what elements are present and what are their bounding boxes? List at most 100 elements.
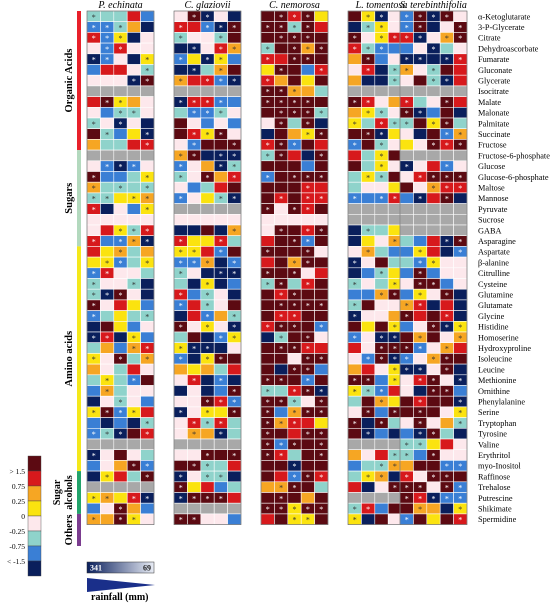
heatmap-cell	[274, 256, 289, 269]
metabolite-label: Glutamine	[478, 291, 513, 300]
heatmap-cell	[387, 85, 402, 97]
heatmap-cell	[113, 320, 128, 333]
heatmap-cell	[399, 235, 414, 247]
significance-star: *	[432, 173, 436, 182]
significance-star: *	[393, 355, 397, 364]
heatmap-cell	[86, 374, 101, 386]
heatmap-cell	[126, 267, 141, 279]
significance-star: *	[119, 109, 123, 118]
significance-star: *	[418, 409, 422, 418]
heatmap-cell	[439, 85, 454, 97]
heatmap-cell	[387, 139, 402, 151]
heatmap-cell	[213, 288, 228, 301]
heatmap-cell	[213, 10, 228, 22]
significance-star: *	[293, 291, 297, 300]
heatmap-cell	[200, 427, 215, 440]
heatmap-cell	[426, 267, 441, 279]
legend-label: -0.75	[9, 542, 25, 551]
heatmap-cell	[314, 203, 329, 215]
heatmap-cell	[187, 502, 202, 515]
significance-star: *	[145, 195, 149, 204]
heatmap-cell	[140, 374, 155, 386]
significance-star: *	[206, 259, 210, 268]
legend-label: 0.25	[12, 497, 25, 506]
significance-star: *	[432, 323, 436, 332]
significance-star: *	[206, 451, 210, 460]
significance-star: *	[458, 130, 462, 139]
heatmap-cell	[413, 128, 428, 140]
significance-star: *	[132, 109, 136, 118]
significance-star: *	[132, 237, 136, 246]
significance-star: *	[380, 152, 384, 161]
significance-star: *	[92, 312, 96, 321]
heatmap-cell	[173, 427, 188, 440]
metabolite-label: Phenylalanine	[478, 398, 525, 407]
heatmap-cell	[213, 214, 228, 226]
heatmap-cell	[100, 74, 115, 87]
heatmap-cell	[374, 502, 389, 515]
significance-star: *	[445, 120, 449, 129]
significance-star: *	[418, 248, 422, 257]
heatmap-cell	[399, 171, 414, 183]
metabolite-label: Maltose	[478, 184, 505, 193]
significance-star: *	[432, 355, 436, 364]
heatmap-cell	[374, 299, 389, 311]
significance-star: *	[219, 34, 223, 43]
heatmap-cell	[187, 278, 202, 290]
heatmap-cell	[274, 128, 289, 140]
legend-swatch	[27, 500, 42, 517]
significance-star: *	[266, 98, 270, 107]
significance-star: *	[232, 323, 236, 332]
heatmap-cell	[453, 107, 468, 119]
heatmap-cell	[100, 481, 115, 493]
heatmap-cell	[361, 492, 376, 504]
significance-star: *	[105, 98, 109, 107]
significance-star: *	[293, 173, 297, 182]
heatmap-cell	[187, 481, 202, 493]
heatmap-cell	[260, 288, 275, 301]
heatmap-cell	[426, 310, 441, 322]
significance-star: *	[306, 302, 310, 311]
heatmap-cell	[374, 513, 389, 525]
significance-star: *	[266, 505, 270, 514]
category-label: Sugar	[52, 479, 63, 505]
significance-star: *	[132, 77, 136, 86]
heatmap-cell	[227, 460, 242, 472]
significance-star: *	[266, 88, 270, 97]
significance-star: *	[405, 473, 409, 482]
heatmap-cell	[260, 310, 275, 322]
heatmap-cell	[187, 214, 202, 226]
significance-star: *	[380, 270, 384, 279]
heatmap-cell	[374, 53, 389, 65]
metabolite-label: Aspartate	[478, 248, 510, 257]
significance-star: *	[366, 109, 370, 118]
heatmap-cell	[173, 224, 188, 236]
significance-star: *	[192, 494, 196, 503]
heatmap-cell	[227, 128, 242, 140]
significance-star: *	[432, 120, 436, 129]
heatmap-cell	[86, 160, 101, 172]
significance-star: *	[132, 377, 136, 386]
significance-star: *	[232, 195, 236, 204]
significance-star: *	[306, 237, 310, 246]
heatmap-cell	[413, 139, 428, 151]
heatmap-cell	[314, 374, 329, 386]
significance-star: *	[119, 98, 123, 107]
significance-star: *	[266, 45, 270, 54]
heatmap-cell	[140, 449, 155, 461]
heatmap-cell	[426, 299, 441, 311]
significance-star: *	[293, 109, 297, 118]
significance-star: *	[219, 66, 223, 75]
heatmap-cell	[300, 310, 315, 322]
heatmap-cell	[347, 492, 362, 504]
heatmap-cell	[274, 181, 289, 194]
significance-star: *	[445, 98, 449, 107]
significance-star: *	[380, 462, 384, 471]
significance-star: *	[232, 451, 236, 460]
heatmap-cell	[347, 203, 362, 215]
heatmap-cell	[399, 42, 414, 55]
significance-star: *	[266, 398, 270, 407]
category-label: Organic Acids	[64, 49, 75, 113]
heatmap-cell	[439, 406, 454, 418]
heatmap-cell	[361, 203, 376, 215]
